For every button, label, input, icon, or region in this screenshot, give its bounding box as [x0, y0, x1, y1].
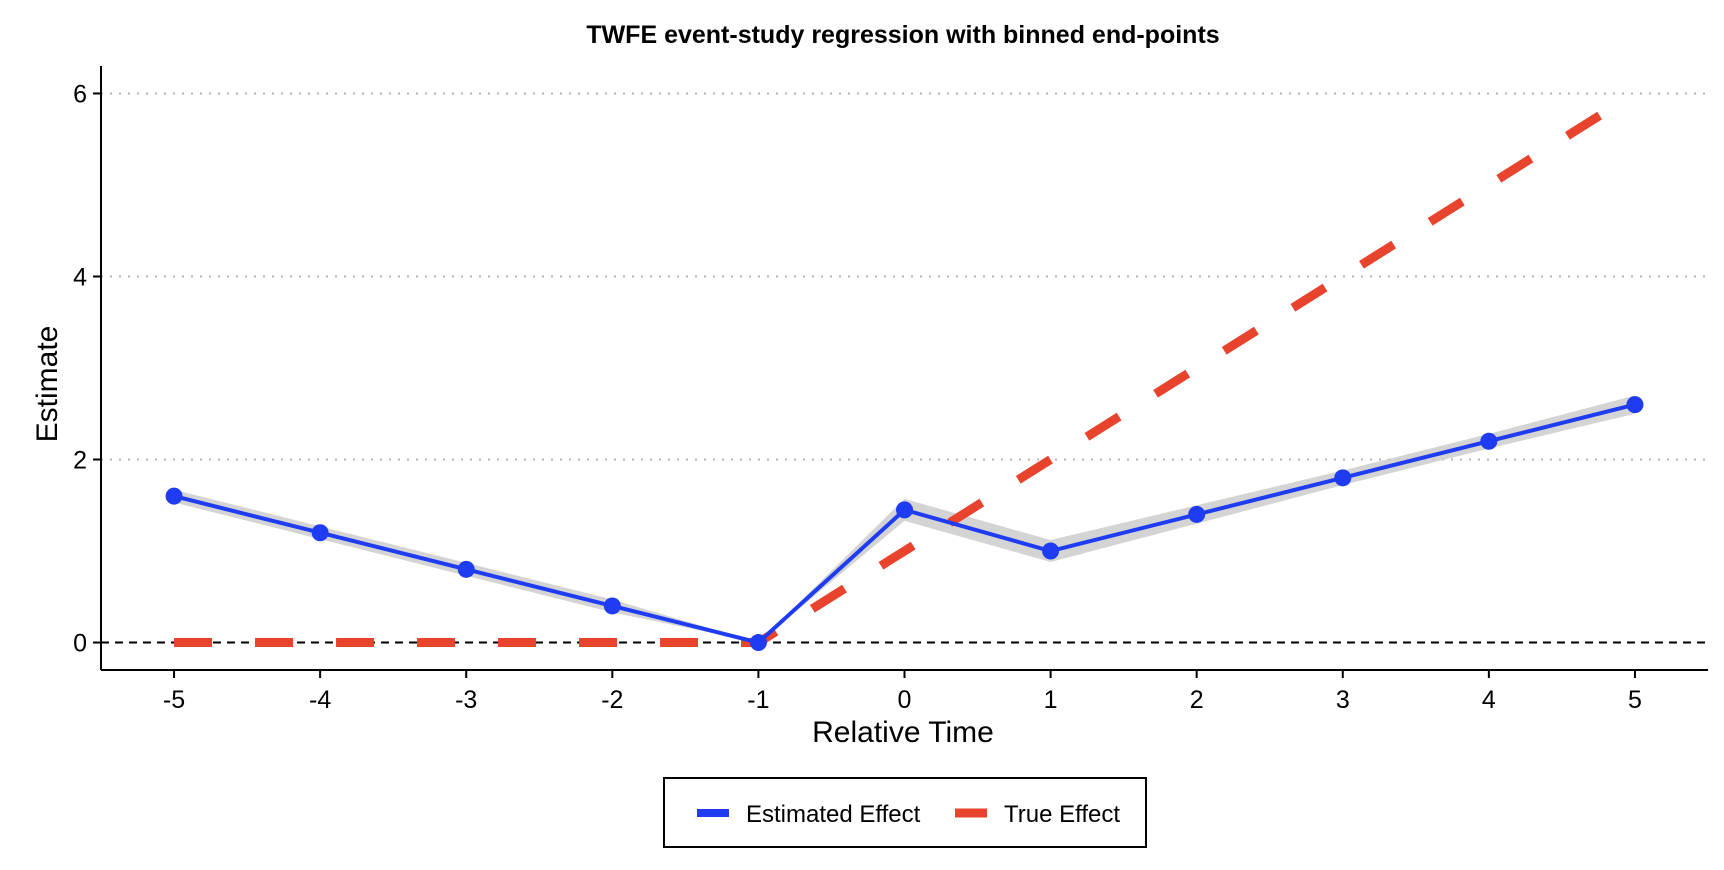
y-tick-label: 0: [73, 630, 87, 658]
legend: Estimated Effect True Effect: [663, 777, 1147, 848]
legend-label: Estimated Effect: [746, 801, 921, 828]
data-point--1: [749, 634, 767, 652]
x-tick-label: 0: [898, 686, 912, 714]
chart-title: TWFE event-study regression with binned …: [586, 21, 1219, 49]
x-tick-label: -1: [747, 686, 769, 714]
data-point-2: [1188, 505, 1206, 523]
ci-band-0: [174, 395, 1635, 643]
x-tick-label: 4: [1482, 686, 1496, 714]
data-point-4: [1480, 432, 1498, 450]
legend-label: True Effect: [1004, 801, 1120, 828]
x-tick-label: -4: [309, 686, 331, 714]
x-tick-label: 5: [1628, 686, 1642, 714]
gridlines: [101, 92, 1708, 461]
data-point--4: [311, 524, 329, 542]
y-axis-label: Estimate: [31, 326, 64, 443]
data-point-5: [1626, 396, 1644, 414]
series-lines: [173, 89, 1638, 648]
x-tick-label: 2: [1190, 686, 1204, 714]
data-point-0: [896, 501, 913, 519]
x-tick-label: -2: [601, 686, 623, 714]
series-line-true-effect: [174, 89, 1638, 648]
y-axis-ticks: 0 2 4 6: [73, 80, 101, 658]
data-point--5: [165, 487, 183, 505]
confidence-bands: [174, 395, 1635, 643]
data-point--3: [457, 560, 475, 578]
series-line-estimated-effect: [173, 402, 1636, 645]
y-tick-label: 6: [73, 80, 87, 108]
x-tick-label: 3: [1336, 686, 1350, 714]
x-tick-label: -3: [455, 686, 477, 714]
x-axis-ticks: -5 -4 -3 -2 -1 0 1 2 3 4 5: [163, 670, 1642, 714]
y-tick-label: 2: [73, 447, 87, 475]
series-markers: [165, 396, 1644, 652]
data-point-3: [1334, 469, 1352, 487]
x-tick-label: 1: [1044, 686, 1058, 714]
x-tick-label: -5: [163, 686, 185, 714]
x-axis-label: Relative Time: [812, 716, 994, 749]
y-tick-label: 4: [73, 263, 87, 291]
data-point-1: [1042, 542, 1060, 560]
axes: [100, 66, 1708, 671]
data-point--2: [603, 597, 621, 615]
legend-box: [663, 777, 1147, 848]
